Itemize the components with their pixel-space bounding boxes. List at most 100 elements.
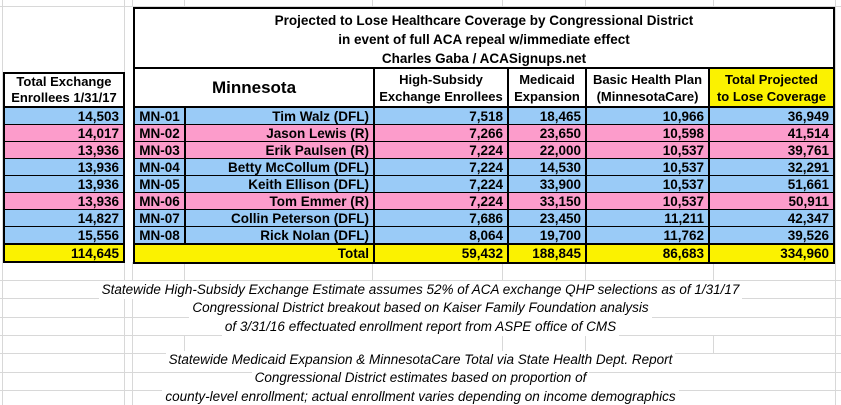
- high-subsidy-cell[interactable]: 7,686: [375, 210, 509, 227]
- representative-cell[interactable]: Tom Emmer (R): [186, 193, 375, 210]
- gridline: [184, 335, 185, 353]
- gridline: [502, 335, 503, 353]
- medicaid-cell[interactable]: 14,530: [509, 159, 587, 176]
- district-cell[interactable]: MN-04: [135, 159, 186, 176]
- left-table-row: 13,936: [5, 142, 123, 159]
- representative-cell[interactable]: Collin Peterson (DFL): [186, 210, 375, 227]
- representative-cell[interactable]: Rick Nolan (DFL): [186, 227, 375, 243]
- total-label-cell: Total: [135, 245, 375, 262]
- representative-cell[interactable]: Tim Walz (DFL): [186, 108, 375, 125]
- footnote-block-medicaid: Statewide Medicaid Expansion & Minnesota…: [0, 351, 841, 405]
- high-subsidy-cell[interactable]: 7,224: [375, 159, 509, 176]
- representative-cell[interactable]: Keith Ellison (DFL): [186, 176, 375, 193]
- bhp-header: Basic Health Plan (MinnesotaCare): [587, 69, 710, 106]
- high-subsidy-cell[interactable]: 7,224: [375, 176, 509, 193]
- total-coverage-cell[interactable]: 41,514: [710, 125, 833, 142]
- gridline: [124, 262, 125, 405]
- district-cell[interactable]: MN-05: [135, 176, 186, 193]
- medicaid-cell[interactable]: 33,150: [509, 193, 587, 210]
- medicaid-cell[interactable]: 23,450: [509, 210, 587, 227]
- bhp-cell[interactable]: 10,537: [587, 142, 710, 159]
- left-table-header: Total Exchange Enrollees 1/31/17: [5, 74, 123, 108]
- exchange-enrollees-cell[interactable]: 15,556: [5, 227, 123, 243]
- total-row: Total 59,432 188,845 86,683 334,960: [135, 243, 833, 262]
- title-line-2: in event of full ACA repeal w/immediate …: [338, 32, 630, 47]
- state-header: Minnesota: [135, 69, 375, 106]
- table-row: MN-02 Jason Lewis (R) 7,266 23,650 10,59…: [135, 125, 833, 142]
- high-subsidy-cell[interactable]: 8,064: [375, 227, 509, 243]
- total-coverage-cell[interactable]: 334,960: [710, 245, 833, 262]
- left-total-cell[interactable]: 114,645: [5, 243, 123, 261]
- left-table-row: 14,017: [5, 125, 123, 142]
- footnote-line: county-level enrollment; actual enrollme…: [0, 387, 841, 405]
- table-row: MN-08 Rick Nolan (DFL) 8,064 19,700 11,7…: [135, 227, 833, 243]
- exchange-enrollees-cell[interactable]: 13,936: [5, 193, 123, 210]
- total-medicaid-cell[interactable]: 188,845: [509, 245, 587, 262]
- bhp-cell[interactable]: 10,966: [587, 108, 710, 125]
- bhp-cell[interactable]: 10,537: [587, 176, 710, 193]
- total-high-subsidy-cell[interactable]: 59,432: [375, 245, 509, 262]
- district-cell[interactable]: MN-06: [135, 193, 186, 210]
- table-row: MN-05 Keith Ellison (DFL) 7,224 33,900 1…: [135, 176, 833, 193]
- representative-cell[interactable]: Jason Lewis (R): [186, 125, 375, 142]
- footnote-line: Statewide High-Subsidy Exchange Estimate…: [0, 281, 841, 300]
- exchange-enrollees-cell[interactable]: 14,503: [5, 108, 123, 125]
- total-coverage-cell[interactable]: 36,949: [710, 108, 833, 125]
- high-subsidy-cell[interactable]: 7,224: [375, 193, 509, 210]
- total-coverage-cell[interactable]: 32,291: [710, 159, 833, 176]
- gridline: [124, 0, 125, 72]
- bhp-cell[interactable]: 11,762: [587, 227, 710, 243]
- table-row: MN-06 Tom Emmer (R) 7,224 33,150 10,537 …: [135, 193, 833, 210]
- medicaid-cell[interactable]: 23,650: [509, 125, 587, 142]
- bhp-cell[interactable]: 10,537: [587, 193, 710, 210]
- gridline: [835, 0, 836, 405]
- exchange-enrollees-cell[interactable]: 13,936: [5, 176, 123, 193]
- gridline: [502, 262, 503, 280]
- district-cell[interactable]: MN-08: [135, 227, 186, 243]
- bhp-cell[interactable]: 11,211: [587, 210, 710, 227]
- medicaid-cell[interactable]: 18,465: [509, 108, 587, 125]
- bhp-cell[interactable]: 10,537: [587, 159, 710, 176]
- left-enrollees-table: Total Exchange Enrollees 1/31/17 14,503 …: [3, 72, 125, 263]
- medicaid-cell[interactable]: 19,700: [509, 227, 587, 243]
- exchange-enrollees-cell[interactable]: 13,936: [5, 142, 123, 159]
- district-cell[interactable]: MN-01: [135, 108, 186, 125]
- medicaid-cell[interactable]: 33,900: [509, 176, 587, 193]
- bhp-cell[interactable]: 10,598: [587, 125, 710, 142]
- representative-cell[interactable]: Erik Paulsen (R): [186, 142, 375, 159]
- exchange-enrollees-cell[interactable]: 14,827: [5, 210, 123, 227]
- district-cell[interactable]: MN-02: [135, 125, 186, 142]
- gridline: [585, 0, 586, 6]
- table-row: MN-07 Collin Peterson (DFL) 7,686 23,450…: [135, 210, 833, 227]
- gridline: [502, 0, 503, 6]
- total-bhp-cell[interactable]: 86,683: [587, 245, 710, 262]
- district-cell[interactable]: MN-07: [135, 210, 186, 227]
- high-subsidy-cell[interactable]: 7,266: [375, 125, 509, 142]
- left-table-rows: 14,503 14,017 13,936 13,936 13,936 13,93…: [5, 108, 123, 243]
- table-row: MN-04 Betty McCollum (DFL) 7,224 14,530 …: [135, 159, 833, 176]
- medicaid-header: Medicaid Expansion: [509, 69, 587, 106]
- left-table-row: 13,936: [5, 193, 123, 210]
- total-coverage-cell[interactable]: 51,661: [710, 176, 833, 193]
- exchange-enrollees-cell[interactable]: 13,936: [5, 159, 123, 176]
- title-line-3: Charles Gaba / ACASignups.net: [381, 51, 587, 66]
- gridline: [2, 0, 3, 405]
- total-coverage-cell[interactable]: 42,347: [710, 210, 833, 227]
- high-subsidy-cell[interactable]: 7,224: [375, 142, 509, 159]
- district-cell[interactable]: MN-03: [135, 142, 186, 159]
- left-table-row: 14,503: [5, 108, 123, 125]
- main-table-rows: MN-01 Tim Walz (DFL) 7,518 18,465 10,966…: [135, 108, 833, 243]
- main-table: Projected to Lose Healthcare Coverage by…: [133, 7, 835, 264]
- gridline: [713, 0, 714, 6]
- column-header-row: Minnesota High-Subsidy Exchange Enrollee…: [135, 69, 833, 108]
- medicaid-cell[interactable]: 22,000: [509, 142, 587, 159]
- total-coverage-cell[interactable]: 39,526: [710, 227, 833, 243]
- representative-cell[interactable]: Betty McCollum (DFL): [186, 159, 375, 176]
- exchange-enrollees-cell[interactable]: 14,017: [5, 125, 123, 142]
- high-subsidy-cell[interactable]: 7,518: [375, 108, 509, 125]
- total-coverage-cell[interactable]: 39,761: [710, 142, 833, 159]
- total-coverage-cell[interactable]: 50,911: [710, 193, 833, 210]
- gridline: [585, 335, 586, 353]
- gridline: [0, 6, 841, 7]
